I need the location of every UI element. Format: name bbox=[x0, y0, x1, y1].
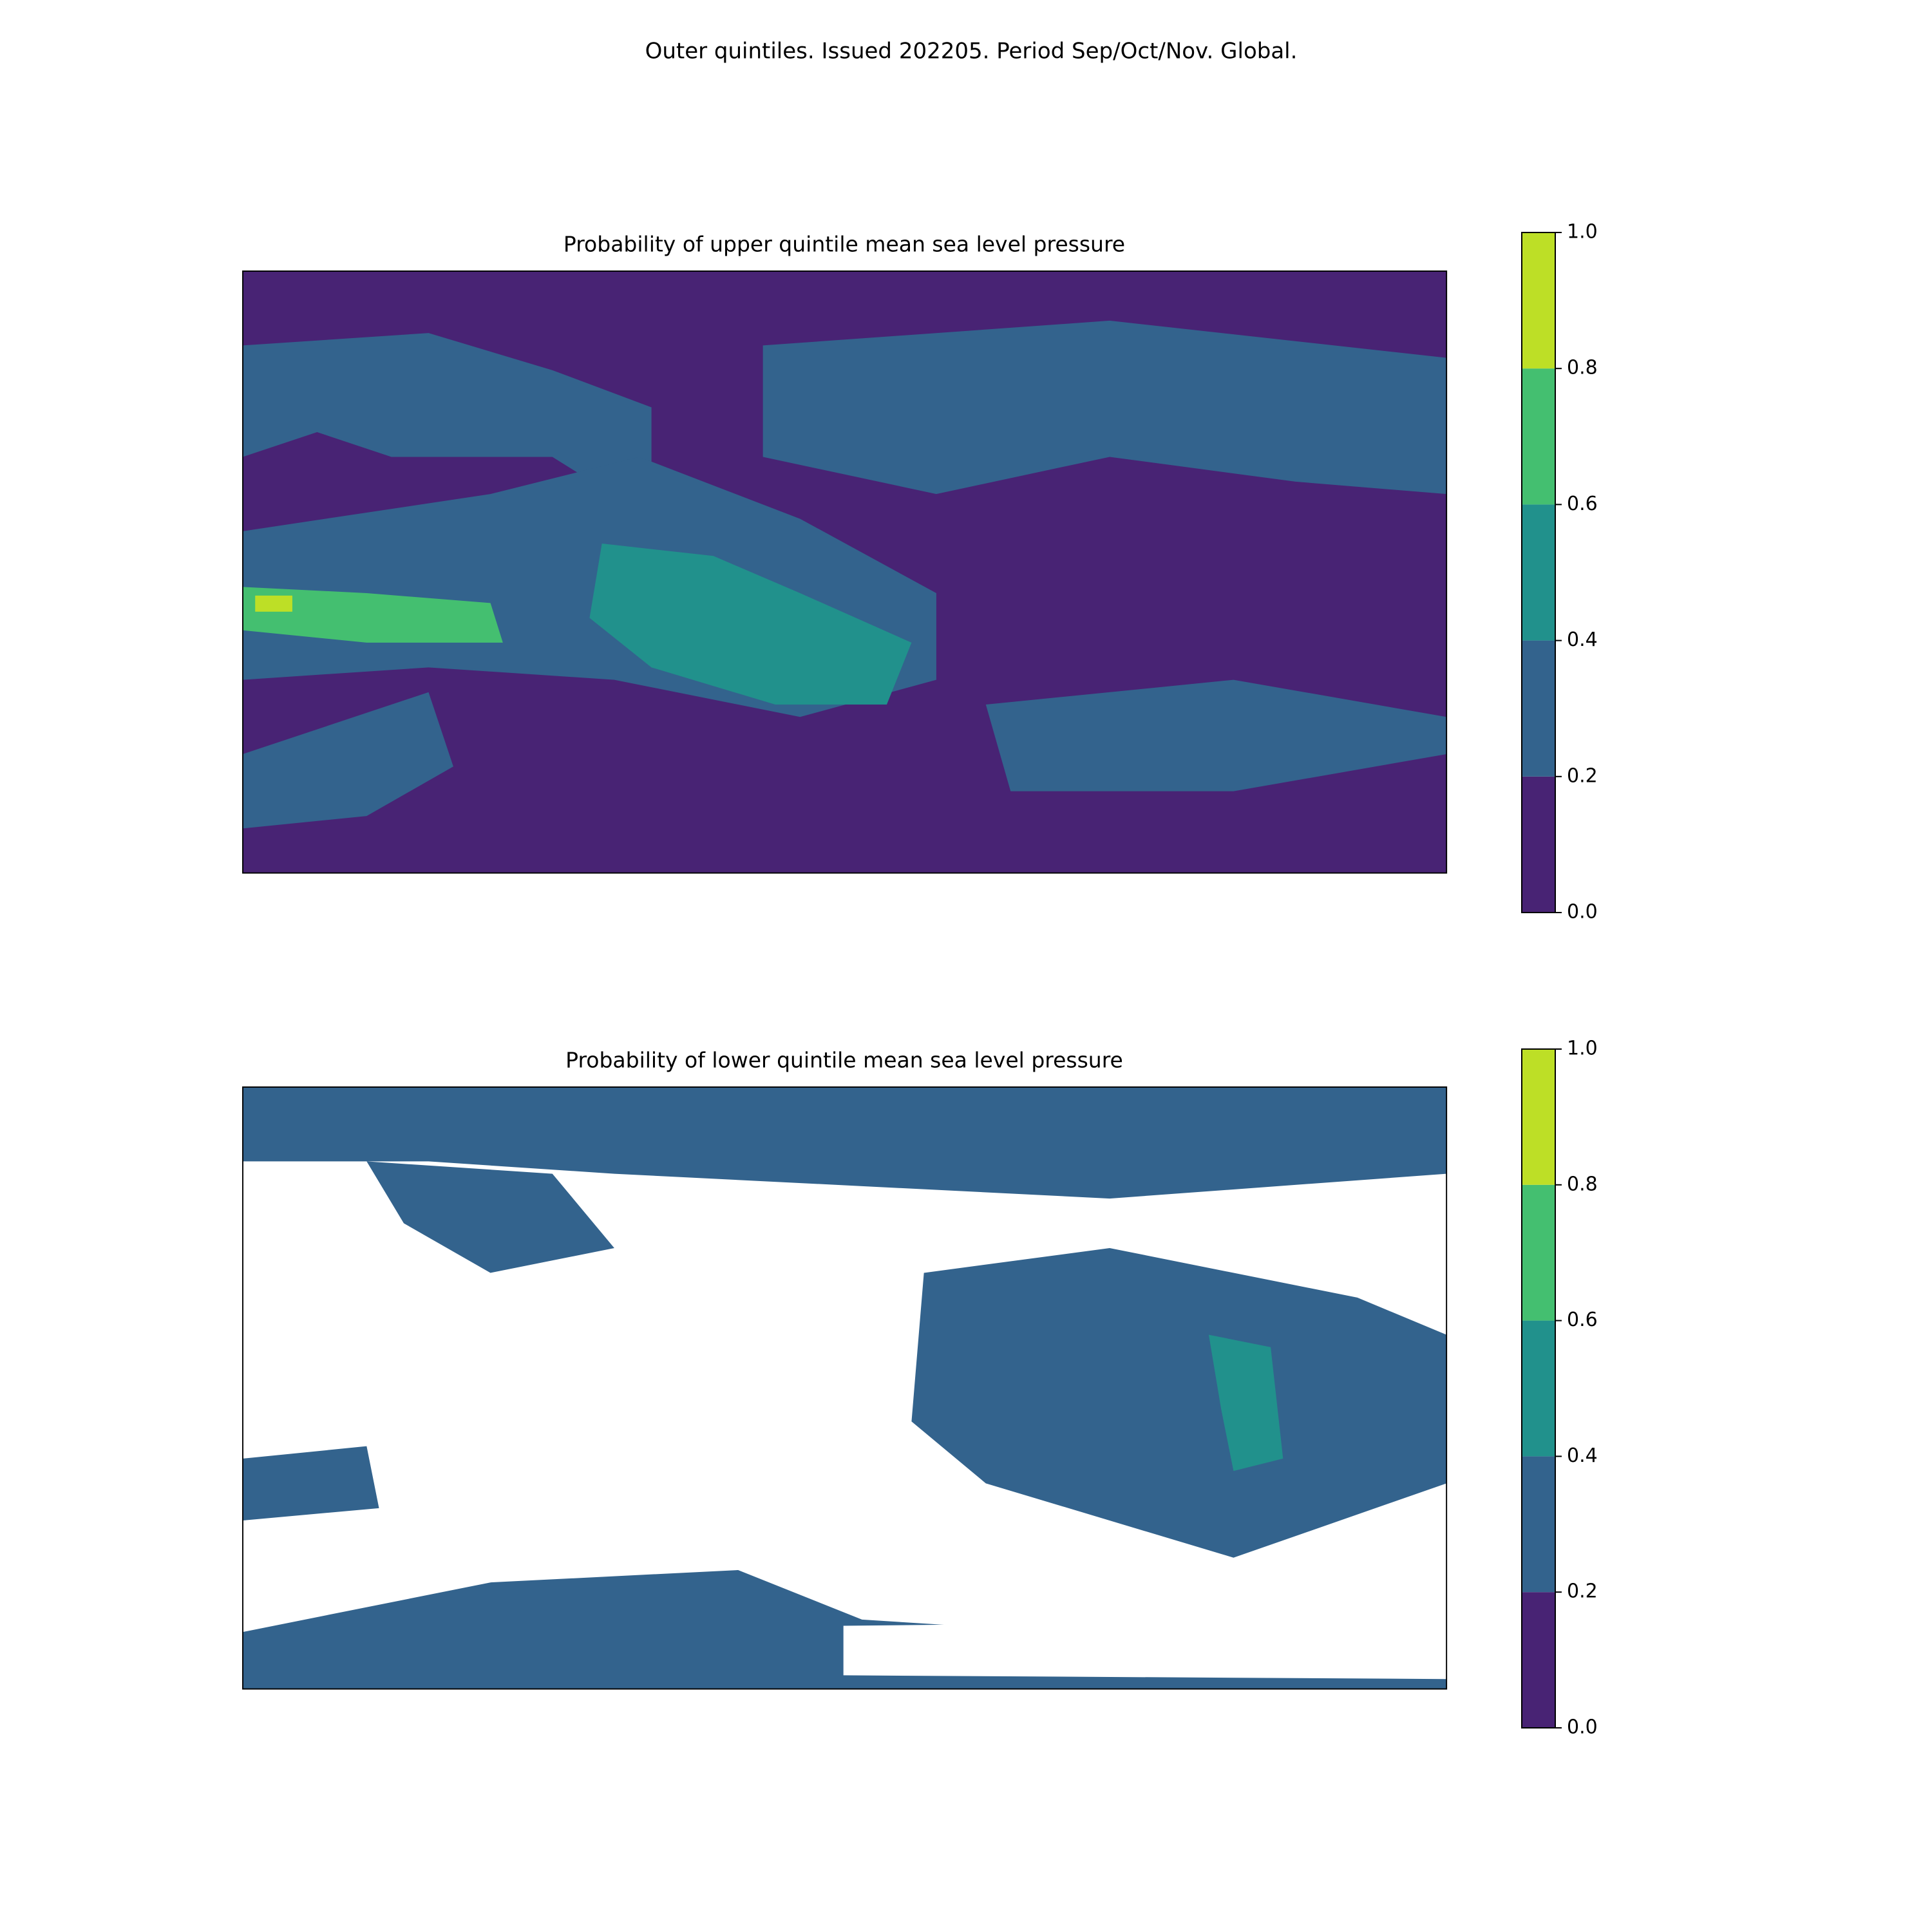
colorbar-tick-label: 1.0 bbox=[1567, 1037, 1598, 1060]
map-frame bbox=[242, 1086, 1448, 1690]
region bbox=[1208, 1334, 1283, 1472]
colorbar-frame bbox=[1521, 232, 1556, 913]
colorbar-segment bbox=[1522, 640, 1555, 777]
colorbar-segment bbox=[1522, 1184, 1555, 1321]
region bbox=[911, 1247, 1447, 1558]
panel-title: Probability of upper quintile mean sea l… bbox=[564, 232, 1125, 257]
region bbox=[243, 333, 652, 519]
region bbox=[985, 679, 1447, 791]
colorbar-segment bbox=[1522, 1049, 1555, 1185]
colorbar-segment bbox=[1522, 776, 1555, 913]
colorbar-segment bbox=[1522, 504, 1555, 641]
colorbar-tick-label: 0.2 bbox=[1567, 1580, 1598, 1603]
colorbar-tick-label: 0.8 bbox=[1567, 1173, 1598, 1195]
region bbox=[762, 320, 1447, 495]
colorbar-tick-label: 0.0 bbox=[1567, 901, 1598, 923]
colorbar-segment bbox=[1522, 368, 1555, 505]
figure-title: Outer quintiles. Issued 202205. Period S… bbox=[645, 39, 1298, 64]
region bbox=[243, 692, 453, 829]
colorbar-segment bbox=[1522, 232, 1555, 369]
colorbar-frame bbox=[1521, 1048, 1556, 1728]
map-frame bbox=[242, 270, 1448, 874]
colorbar-segment bbox=[1522, 1592, 1555, 1728]
region bbox=[255, 595, 292, 612]
region bbox=[843, 1619, 1447, 1680]
region bbox=[243, 1087, 1447, 1199]
colorbar-segment bbox=[1522, 1456, 1555, 1593]
colorbar-segment bbox=[1522, 1320, 1555, 1457]
region bbox=[243, 587, 503, 643]
region bbox=[589, 544, 912, 705]
region bbox=[243, 1446, 379, 1521]
map-lower bbox=[242, 1086, 1448, 1690]
colorbar-tick-label: 0.8 bbox=[1567, 357, 1598, 379]
map-upper bbox=[242, 270, 1448, 874]
colorbar-tick-label: 0.0 bbox=[1567, 1716, 1598, 1739]
colorbar-tick-label: 0.4 bbox=[1567, 1444, 1598, 1467]
region bbox=[366, 1161, 614, 1273]
colorbar-tick-label: 0.6 bbox=[1567, 493, 1598, 515]
colorbar-tick-label: 1.0 bbox=[1567, 221, 1598, 243]
colorbar-tick-label: 0.2 bbox=[1567, 764, 1598, 787]
colorbar-tick-label: 0.6 bbox=[1567, 1309, 1598, 1331]
colorbar-tick-label: 0.4 bbox=[1567, 629, 1598, 651]
panel-title: Probability of lower quintile mean sea l… bbox=[565, 1048, 1123, 1073]
